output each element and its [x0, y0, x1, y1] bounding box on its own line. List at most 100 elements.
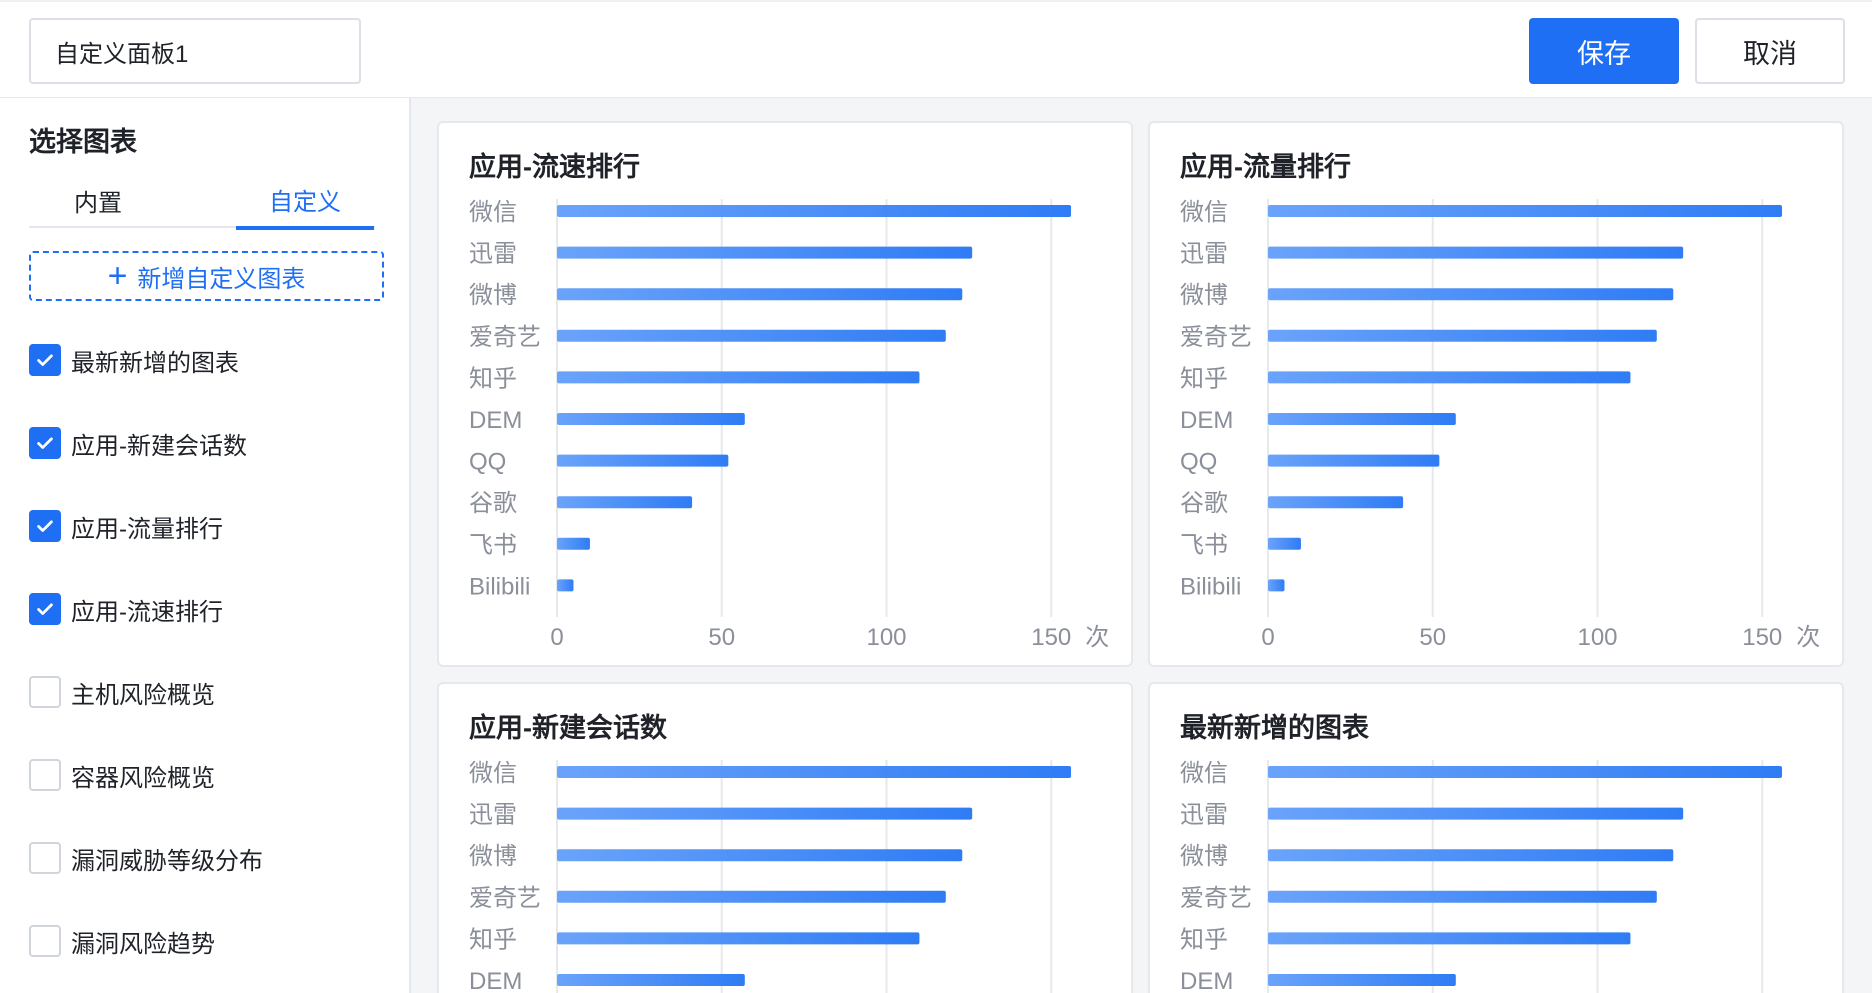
bar[interactable]: [1268, 537, 1301, 550]
chart-title: 应用-流量排行: [1180, 152, 1351, 182]
bar[interactable]: [1268, 807, 1684, 820]
bar[interactable]: [557, 766, 1072, 778]
bar[interactable]: [557, 807, 973, 820]
chart-title: 应用-新建会话数: [469, 713, 667, 743]
bar[interactable]: [557, 974, 745, 986]
category-label: 微博: [1180, 843, 1228, 870]
category-label: Bilibili: [1180, 573, 1241, 600]
category-label: 微信: [1180, 199, 1228, 226]
category-label: 知乎: [469, 926, 517, 953]
category-label: 知乎: [1180, 365, 1228, 392]
bar[interactable]: [1268, 246, 1684, 259]
checkbox-unchecked-icon[interactable]: [29, 759, 61, 791]
category-label: 迅雷: [469, 802, 517, 829]
chart-checkbox-item[interactable]: 漏洞威胁等级分布: [29, 840, 263, 876]
bar[interactable]: [557, 932, 920, 945]
bar[interactable]: [557, 205, 1072, 217]
bar[interactable]: [1268, 974, 1456, 986]
bar[interactable]: [1268, 579, 1285, 592]
bar[interactable]: [1268, 371, 1631, 384]
chart-checkbox-label: 容器风险概览: [71, 764, 215, 792]
bar[interactable]: [1268, 329, 1657, 342]
category-label: 爱奇艺: [469, 885, 541, 912]
x-axis-unit: 次: [1085, 624, 1109, 651]
category-label: DEM: [1180, 968, 1233, 993]
chart-checkbox-label: 应用-流量排行: [71, 515, 223, 543]
checkbox-checked-icon[interactable]: [29, 427, 61, 459]
category-label: 微博: [469, 843, 517, 870]
add-custom-chart-label: 新增自定义图表: [137, 265, 306, 293]
category-label: DEM: [469, 407, 522, 434]
chart-title: 最新新增的图表: [1180, 713, 1369, 743]
bar[interactable]: [557, 329, 946, 342]
category-label: QQ: [1180, 449, 1217, 476]
tab-custom[interactable]: 自定义: [236, 172, 374, 230]
bar[interactable]: [557, 246, 973, 259]
panel-name-input[interactable]: [29, 18, 361, 84]
bar[interactable]: [557, 579, 574, 592]
x-tick-label: 100: [866, 624, 906, 651]
bar[interactable]: [1268, 849, 1674, 862]
chart-checkbox-item[interactable]: 漏洞风险趋势: [29, 923, 215, 959]
chart-checkbox-item[interactable]: 应用-流速排行: [29, 591, 223, 627]
x-axis-unit: 次: [1796, 624, 1820, 651]
add-custom-chart-button[interactable]: + 新增自定义图表: [29, 251, 384, 301]
chart-checkbox-label: 漏洞风险趋势: [71, 930, 215, 958]
chart-preview-area: 微信 迅雷 微博 爱奇艺 知乎 DEM QQ 谷歌 飞书 Bilibili 0 50 100 150 次 应…: [411, 98, 1872, 993]
bar[interactable]: [557, 537, 590, 550]
x-tick-label: 150: [1742, 624, 1782, 651]
save-button[interactable]: 保存: [1529, 18, 1679, 84]
bar[interactable]: [1268, 454, 1440, 467]
category-label: 飞书: [1180, 532, 1228, 559]
tab-builtin[interactable]: 内置: [74, 189, 122, 217]
chart-card[interactable]: 微信 迅雷 微博 爱奇艺 知乎 DEM QQ 谷歌 飞书 Bilibili 0 50 100 150 次 应…: [1148, 121, 1844, 667]
checkbox-checked-icon[interactable]: [29, 510, 61, 542]
cancel-button[interactable]: 取消: [1695, 18, 1845, 84]
category-label: QQ: [469, 449, 506, 476]
chart-checkbox-item[interactable]: 容器风险概览: [29, 757, 215, 793]
header-bar: 保存 取消: [0, 0, 1872, 98]
checkbox-unchecked-icon[interactable]: [29, 676, 61, 708]
bar[interactable]: [1268, 932, 1631, 945]
checkbox-checked-icon[interactable]: [29, 593, 61, 625]
bar[interactable]: [557, 371, 920, 384]
checkbox-unchecked-icon[interactable]: [29, 925, 61, 957]
chart-checkbox-item[interactable]: 最新新增的图表: [29, 342, 239, 378]
x-tick-label: 0: [550, 624, 563, 651]
chart-checkbox-item[interactable]: 应用-流量排行: [29, 508, 223, 544]
category-label: 微信: [469, 760, 517, 787]
checkbox-checked-icon[interactable]: [29, 344, 61, 376]
bar[interactable]: [557, 890, 946, 903]
bar[interactable]: [557, 288, 963, 301]
category-label: 知乎: [469, 365, 517, 392]
checkbox-unchecked-icon[interactable]: [29, 842, 61, 874]
bar[interactable]: [557, 413, 745, 425]
bar[interactable]: [557, 496, 693, 509]
bar[interactable]: [1268, 288, 1674, 301]
bar[interactable]: [557, 849, 963, 862]
category-label: 微信: [1180, 760, 1228, 787]
bar[interactable]: [1268, 413, 1456, 425]
chart-checkbox-item[interactable]: 应用-新建会话数: [29, 425, 247, 461]
x-tick-label: 50: [1419, 624, 1446, 651]
chart-card[interactable]: 微信 迅雷 微博 爱奇艺 知乎 DEM QQ 谷歌 飞书 Bilibili 0 50 100 150 次 应…: [437, 121, 1133, 667]
category-label: 爱奇艺: [469, 324, 541, 351]
chart-checkbox-label: 主机风险概览: [71, 681, 215, 709]
category-label: 微博: [1180, 282, 1228, 309]
category-label: 爱奇艺: [1180, 324, 1252, 351]
bar[interactable]: [1268, 205, 1783, 217]
sidebar-tabs: 内置 自定义: [29, 172, 375, 230]
x-tick-label: 100: [1577, 624, 1617, 651]
chart-checkbox-item[interactable]: 主机风险概览: [29, 674, 215, 710]
category-label: 微信: [469, 199, 517, 226]
category-label: 谷歌: [1180, 490, 1228, 517]
bar[interactable]: [1268, 766, 1783, 778]
bar[interactable]: [557, 454, 729, 467]
bar[interactable]: [1268, 496, 1404, 509]
bar[interactable]: [1268, 890, 1657, 903]
